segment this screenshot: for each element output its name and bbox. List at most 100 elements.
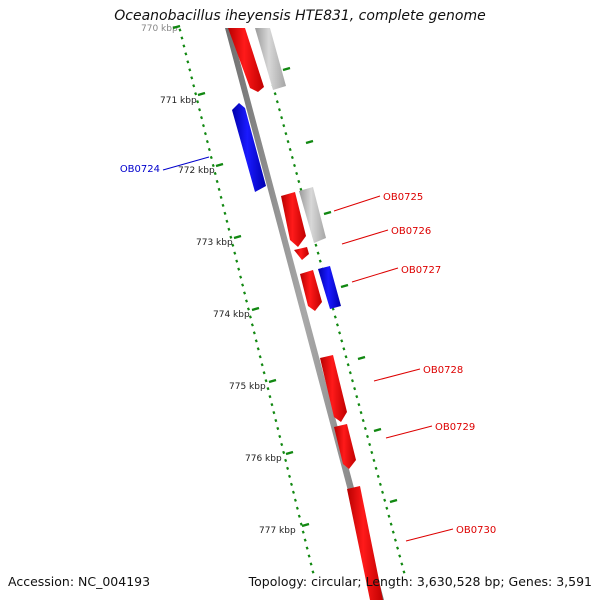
- gene-ob0727-blue[interactable]: [318, 266, 341, 309]
- minor-tick-right: [299, 187, 303, 192]
- gene-label-ob0724[interactable]: OB0724: [120, 164, 160, 175]
- minor-tick-right: [398, 554, 402, 558]
- minor-tick-right: [346, 363, 350, 367]
- minor-tick-left: [198, 108, 202, 112]
- major-tick-right: [389, 498, 398, 504]
- gene-leader-line: [385, 425, 433, 439]
- minor-tick-left: [199, 116, 204, 120]
- minor-tick-left: [262, 371, 266, 375]
- minor-tick-left: [215, 179, 219, 184]
- minor-tick-right: [393, 538, 397, 542]
- major-tick-right: [373, 427, 382, 433]
- minor-tick-right: [355, 395, 359, 399]
- gene-ob0730-arrow[interactable]: [347, 486, 383, 600]
- minor-tick-left: [211, 163, 215, 168]
- minor-tick-left: [188, 68, 192, 72]
- kbp-tick-label: 774 kbp: [213, 310, 250, 320]
- gene-label-ob0726[interactable]: OB0726: [391, 226, 431, 237]
- minor-tick-right: [391, 530, 395, 534]
- kbp-tick-label: 777 kbp: [259, 526, 296, 536]
- feature-red-small[interactable]: [294, 247, 309, 260]
- minor-tick-right: [344, 355, 348, 359]
- kbp-major-tick: [301, 522, 310, 528]
- gene-ob0727-arrow[interactable]: [300, 270, 322, 311]
- kbp-scale: 770 kbp 771 kbp 772 kbp 773 kbp 774 kbp 775 k…: [141, 24, 398, 536]
- gene-label-ob0729[interactable]: OB0729: [435, 422, 475, 433]
- minor-tick-left: [243, 291, 247, 295]
- minor-tick-right: [342, 347, 346, 351]
- gene-label-ob0730[interactable]: OB0730: [456, 525, 496, 536]
- minor-tick-right: [350, 379, 354, 383]
- minor-tick-right: [361, 418, 365, 423]
- kbp-tick-label: 771 kbp: [160, 96, 197, 106]
- minor-tick-left: [223, 211, 227, 215]
- minor-tick-left: [205, 139, 209, 144]
- minor-tick-left: [235, 259, 239, 263]
- kbp-tick-label: 773 kbp: [196, 238, 233, 248]
- minor-tick-left: [194, 92, 198, 96]
- minor-tick-right: [372, 458, 376, 463]
- minor-tick-right: [292, 163, 297, 168]
- kbp-major-tick: [251, 306, 260, 312]
- left-tick-track: [178, 28, 315, 574]
- minor-tick-left: [196, 100, 200, 104]
- minor-tick-left: [217, 187, 221, 192]
- minor-tick-left: [270, 402, 274, 407]
- gene-leader-line: [351, 267, 399, 283]
- feature-gray-ob0725[interactable]: [299, 187, 326, 243]
- minor-tick-left: [250, 323, 254, 327]
- map-title: Oceanobacillus iheyensis HTE831, complet…: [114, 8, 486, 24]
- minor-tick-left: [278, 434, 282, 439]
- minor-tick-right: [273, 92, 277, 96]
- kbp-major-tick: [268, 378, 277, 384]
- gene-leader-line: [341, 229, 389, 245]
- gene-ob0725-arrow[interactable]: [281, 192, 306, 247]
- minor-tick-left: [233, 251, 237, 255]
- minor-tick-left: [186, 60, 190, 64]
- kbp-tick-label: 772 kbp: [178, 166, 215, 176]
- gene-ob0724-arrow[interactable]: [232, 103, 266, 192]
- minor-tick-left: [268, 395, 272, 399]
- minor-tick-left: [272, 410, 276, 415]
- minor-tick-right: [389, 522, 393, 526]
- gene-ob0729-arrow[interactable]: [334, 424, 356, 469]
- minor-tick-right: [357, 402, 361, 407]
- kbp-major-tick: [233, 234, 242, 240]
- minor-tick-left: [297, 514, 301, 518]
- major-tick-right: [323, 210, 332, 216]
- minor-tick-left: [190, 76, 194, 80]
- feature-red-top-left[interactable]: [228, 28, 264, 92]
- minor-tick-left: [276, 426, 280, 431]
- gene-leader-line: [405, 528, 454, 542]
- minor-tick-right: [385, 506, 389, 510]
- forward-strand-features: [255, 28, 383, 600]
- minor-tick-left: [182, 44, 186, 48]
- minor-tick-right: [370, 450, 374, 455]
- minor-tick-left: [192, 84, 196, 88]
- minor-tick-right: [353, 387, 357, 391]
- minor-tick-left: [256, 347, 260, 351]
- accession-text: Accession: NC_004193: [8, 574, 151, 589]
- minor-tick-right: [374, 466, 378, 471]
- minor-tick-right: [275, 100, 279, 104]
- gene-label-ob0725[interactable]: OB0725: [383, 192, 423, 203]
- minor-tick-right: [396, 546, 400, 550]
- minor-tick-left: [307, 554, 311, 558]
- minor-tick-right: [378, 482, 382, 486]
- minor-tick-left: [239, 275, 243, 279]
- feature-gray-top[interactable]: [255, 28, 286, 90]
- minor-tick-right: [340, 339, 344, 343]
- gene-label-ob0727[interactable]: OB0727: [401, 265, 441, 276]
- minor-tick-left: [213, 171, 217, 176]
- minor-tick-right: [280, 116, 284, 120]
- major-tick-right: [305, 139, 314, 145]
- gene-ob0728-arrow[interactable]: [320, 355, 347, 422]
- minor-tick-right: [335, 323, 339, 327]
- minor-tick-right: [297, 179, 301, 184]
- minor-tick-left: [203, 131, 207, 136]
- gene-labels: OB0724 OB0725 OB0726 OB0727 OB0728 OB0729 OB07…: [120, 156, 496, 542]
- kbp-major-tick: [215, 162, 224, 168]
- gene-label-ob0728[interactable]: OB0728: [423, 365, 463, 376]
